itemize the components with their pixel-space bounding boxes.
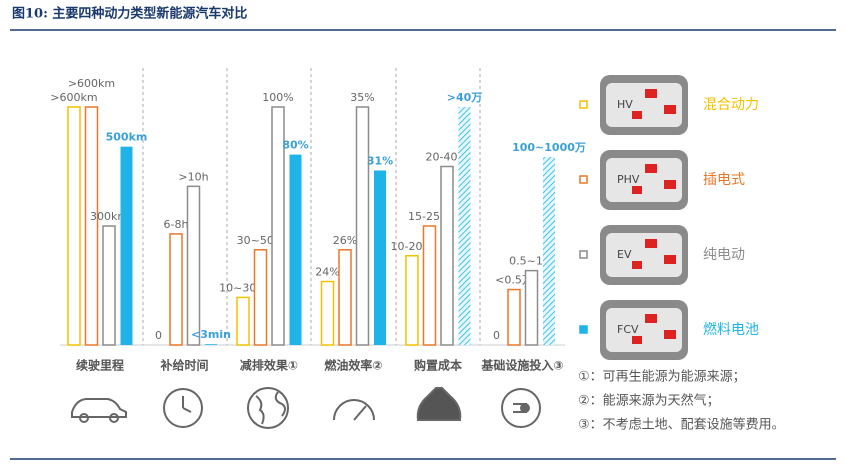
bar xyxy=(169,233,183,346)
value-label: 31% xyxy=(367,154,393,167)
legend-code: PHV xyxy=(617,173,640,186)
bar xyxy=(102,225,116,346)
legend-part xyxy=(645,314,657,323)
bar xyxy=(405,255,419,346)
bar xyxy=(67,106,81,346)
bar xyxy=(440,165,454,346)
legend-part xyxy=(632,261,642,269)
legend-part xyxy=(645,239,657,248)
bar xyxy=(507,288,521,346)
bar xyxy=(186,185,201,346)
value-label: 24% xyxy=(315,266,339,279)
value-label: 100% xyxy=(262,91,293,104)
legend-code: HV xyxy=(617,98,633,111)
group-title: 燃油效率② xyxy=(324,358,382,373)
bar xyxy=(355,106,370,346)
legend-part xyxy=(645,164,657,173)
legend-part xyxy=(632,186,642,194)
bar xyxy=(84,106,99,346)
legend-part xyxy=(664,255,676,264)
value-label: 15-25万 xyxy=(408,210,451,223)
value-label: 20-40万 xyxy=(426,151,469,164)
bar xyxy=(543,156,555,345)
value-label: <3min xyxy=(191,328,231,341)
legend-part xyxy=(632,111,642,119)
legend-car-body xyxy=(606,83,682,127)
value-label: >10h xyxy=(178,170,208,183)
value-label: 100~1000万 xyxy=(512,141,586,154)
notes: ①：可再生能源为能源来源； ②：能源来源为天然气； ③：不考虑土地、配套设施等费用。 xyxy=(578,370,785,433)
legend-swatch xyxy=(579,175,588,184)
group-title: 补给时间 xyxy=(159,358,208,373)
note: ②：能源来源为天然气； xyxy=(578,393,720,409)
bar xyxy=(271,106,285,346)
legend: HV 混合动力 PHV 插电式 EV 纯电动 FCV 燃料电池 xyxy=(579,75,759,360)
legend-code: EV xyxy=(617,248,632,261)
legend-name: 插电式 xyxy=(703,172,745,188)
legend-part xyxy=(645,89,657,98)
legend-swatch xyxy=(579,325,588,334)
bar xyxy=(422,225,437,346)
value-label: 80% xyxy=(282,139,308,152)
legend-part xyxy=(664,105,676,114)
bar xyxy=(236,296,250,346)
icons xyxy=(71,387,541,429)
note: ③：不考虑土地、配套设施等费用。 xyxy=(578,417,785,433)
group-title: 基础设施投入③ xyxy=(480,358,563,373)
value-label: 10-20万 xyxy=(391,240,434,253)
legend-swatch xyxy=(579,250,588,259)
value-label: 0 xyxy=(493,329,500,342)
value-label: 6-8h xyxy=(164,218,189,231)
group-title: 购置成本 xyxy=(414,358,462,373)
value-label: 26% xyxy=(333,234,357,247)
bar xyxy=(120,146,133,345)
value-label: 300km xyxy=(90,210,128,223)
legend-part xyxy=(632,336,642,344)
value-label: >600km xyxy=(68,77,115,90)
bar xyxy=(458,107,471,345)
legend-part xyxy=(664,330,676,339)
value-label: >600km xyxy=(50,91,97,104)
group-title: 减排效果① xyxy=(240,358,298,373)
value-label: 500km xyxy=(106,131,148,144)
bar xyxy=(338,249,352,346)
value-label: 0.5~1万 xyxy=(509,255,554,268)
legend-part xyxy=(664,180,676,189)
bar xyxy=(320,280,335,346)
bar xyxy=(289,154,302,345)
legend-car-body xyxy=(606,308,682,352)
value-label: >40万 xyxy=(447,91,483,104)
legend-name: 混合动力 xyxy=(703,97,759,113)
legend-name: 纯电动 xyxy=(703,247,745,263)
bar xyxy=(524,269,539,346)
legend-swatch xyxy=(579,100,588,109)
group-title: 续驶里程 xyxy=(76,358,124,373)
note: ①：可再生能源为能源来源； xyxy=(578,370,746,385)
bar xyxy=(374,170,386,345)
legend-car-body xyxy=(606,158,682,202)
legend-car-body xyxy=(606,233,682,277)
legend-code: FCV xyxy=(617,323,639,336)
value-label: 35% xyxy=(350,91,374,104)
legend-name: 燃料电池 xyxy=(703,321,759,338)
header-title: 图10: 主要四种动力类型新能源汽车对比 xyxy=(12,6,247,22)
value-label: <0.5万 xyxy=(495,274,533,287)
value-label: 0 xyxy=(155,329,162,342)
bar xyxy=(205,344,217,345)
separators xyxy=(142,68,481,345)
bar xyxy=(253,249,268,346)
